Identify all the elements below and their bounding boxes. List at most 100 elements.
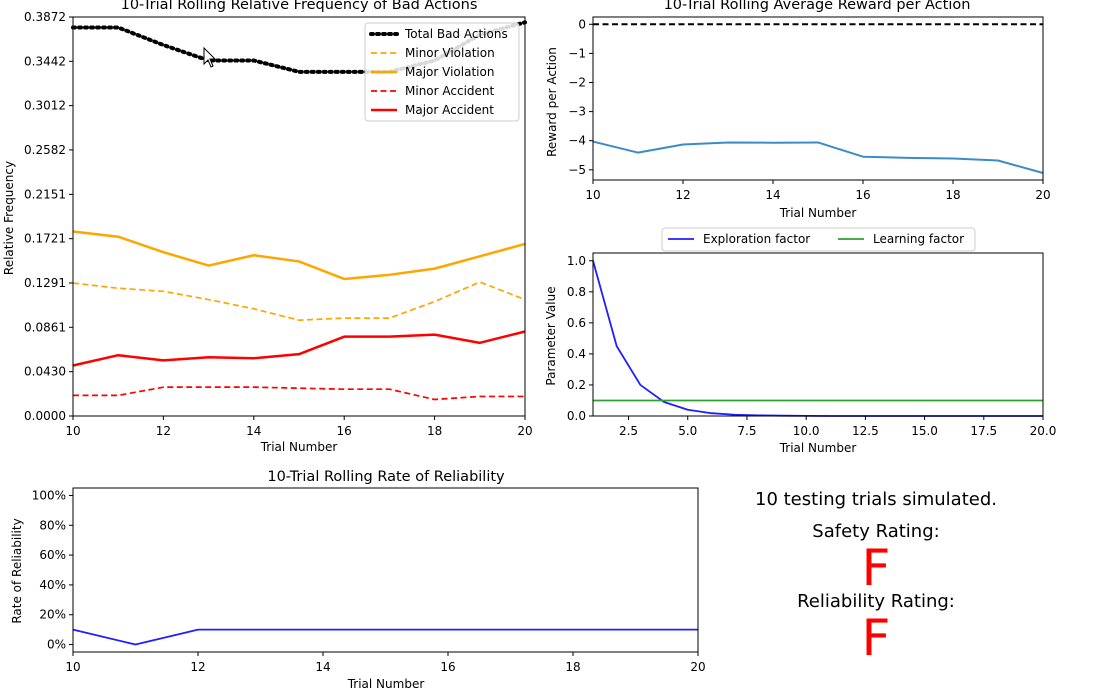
- reliability-xtick-label: 12: [190, 660, 205, 674]
- parameters-ytick-label: 0.8: [567, 285, 586, 299]
- bad-actions-series-major-accident: [72, 330, 526, 367]
- parameters-xtick-label: 2.5: [619, 424, 638, 438]
- reliability-title: 10-Trial Rolling Rate of Reliability: [267, 469, 505, 485]
- bad-actions-frame: [72, 16, 526, 417]
- bad-actions-ytick-label: 0.0861: [24, 320, 66, 334]
- legend-label: Exploration factor: [703, 232, 810, 246]
- bad-actions-legend-box: [364, 22, 520, 122]
- bad-actions-xtick-label: 14: [246, 424, 261, 438]
- reliability-ytick-label: 60%: [39, 548, 66, 562]
- parameters-legend: Exploration factor Learning factor: [661, 227, 976, 252]
- reward-chart: 10-Trial Rolling Average Reward per Acti…: [545, 0, 1051, 220]
- bad-actions-ytick-label: 0.0430: [24, 365, 66, 379]
- reliability-chart: 10-Trial Rolling Rate of Reliability Rat…: [10, 469, 706, 691]
- reward-xtick-label: 16: [855, 188, 870, 202]
- bad-actions-xtick-label: 20: [517, 424, 532, 438]
- parameters-ytick-label: 0.0: [567, 409, 586, 423]
- parameters-ytick-label: 0.2: [567, 378, 586, 392]
- parameters-xtick-label: 17.5: [970, 424, 997, 438]
- legend-label: Minor Accident: [405, 84, 495, 98]
- parameters-ytick-label: 0.4: [567, 347, 586, 361]
- bad-actions-ytick-label: 0.0000: [24, 409, 66, 423]
- legend-label: Learning factor: [873, 232, 964, 246]
- reward-title: 10-Trial Rolling Average Reward per Acti…: [664, 0, 971, 13]
- reward-axes: 10 12 14 16 18 20 0 −1 −2 −3 −4 −5: [568, 17, 1050, 202]
- bad-actions-xlabel: Trial Number: [260, 440, 338, 454]
- parameters-xtick-label: 10.0: [793, 424, 820, 438]
- bad-actions-series-minor-accident: [73, 386, 525, 401]
- ratings-summary: 10 testing trials simulated. Safety Rati…: [755, 489, 997, 667]
- bad-actions-legend: Total Bad Actions Minor Violation Major Vi…: [364, 22, 520, 122]
- parameters-frame: [592, 252, 1044, 417]
- bad-actions-series-minor-violation: [72, 281, 526, 322]
- parameters-legend-box: [661, 227, 976, 252]
- bad-actions-xtick-label: 18: [427, 424, 442, 438]
- reliability-xlabel: Trial Number: [347, 677, 425, 691]
- parameters-ylabel: Parameter Value: [544, 286, 558, 385]
- bad-actions-xtick-label: 10: [65, 424, 80, 438]
- reward-ytick-label: −3: [568, 105, 586, 119]
- reliability-plot-area: [72, 628, 698, 646]
- bad-actions-ytick-label: 0.1721: [24, 232, 66, 246]
- safety-rating-grade: F: [862, 539, 891, 597]
- reward-ytick-label: −2: [568, 75, 586, 89]
- legend-label: Major Violation: [405, 65, 494, 79]
- reliability-ytick-label: 0%: [47, 638, 66, 652]
- parameters-plot-area: [592, 260, 1043, 417]
- reward-xtick-label: 18: [945, 188, 960, 202]
- parameters-xtick-label: 15.0: [911, 424, 938, 438]
- reward-ytick-label: −1: [568, 46, 586, 60]
- bad-actions-ytick-label: 0.3872: [24, 10, 66, 24]
- reward-xtick-label: 12: [675, 188, 690, 202]
- reward-xlabel: Trial Number: [779, 206, 857, 220]
- reliability-rating-grade: F: [862, 609, 891, 667]
- parameters-xtick-label: 12.5: [852, 424, 879, 438]
- reward-ytick-label: −5: [568, 163, 586, 177]
- legend-label: Total Bad Actions: [404, 27, 508, 41]
- reliability-ytick-label: 20%: [39, 608, 66, 622]
- reward-series-average-reward: [592, 140, 1044, 174]
- bad-actions-series-major-violation: [72, 230, 526, 281]
- reliability-axes: 10 12 14 16 18 20 0% 20% 40% 60% 80% 100%: [32, 488, 706, 674]
- parameters-axes: 2.5 5.0 7.5 10.0 12.5 15.0 17.5 20.0 0.0 0.2 0.4 0.…: [567, 254, 1056, 438]
- bad-actions-ylabel: Relative Frequency: [2, 161, 16, 275]
- bad-actions-chart: 10-Trial Rolling Relative Frequency of B…: [2, 0, 533, 454]
- bad-actions-xtick-label: 12: [156, 424, 171, 438]
- bad-actions-axes: 10 12 14 16 18 20 0.0000 0.0430 0.0861 0.1291 0.17…: [24, 10, 533, 438]
- safety-rating-label: Safety Rating:: [812, 521, 939, 542]
- parameters-series-exploration-factor: [592, 260, 1043, 417]
- parameters-xlabel: Trial Number: [779, 441, 857, 455]
- reliability-series-reliability: [72, 628, 698, 646]
- bad-actions-ytick-label: 0.3012: [24, 99, 66, 113]
- reliability-xtick-label: 16: [440, 660, 455, 674]
- mouse-cursor-icon: [203, 46, 217, 68]
- reliability-ytick-label: 100%: [32, 488, 66, 502]
- reliability-ytick-label: 80%: [39, 518, 66, 532]
- reward-xtick-label: 20: [1035, 188, 1050, 202]
- reliability-frame: [72, 487, 699, 653]
- trials-simulated-text: 10 testing trials simulated.: [755, 489, 997, 510]
- reward-ytick-label: −4: [568, 134, 586, 148]
- reliability-xtick-label: 14: [315, 660, 330, 674]
- reliability-xtick-label: 20: [690, 660, 705, 674]
- reward-xtick-label: 10: [585, 188, 600, 202]
- bad-actions-ytick-label: 0.1291: [24, 276, 66, 290]
- parameters-ytick-label: 1.0: [567, 254, 586, 268]
- reward-ytick-label: 0: [578, 17, 586, 31]
- bad-actions-xtick-label: 16: [337, 424, 352, 438]
- reliability-xtick-label: 10: [65, 660, 80, 674]
- reward-plot-area: [592, 23, 1044, 174]
- bad-actions-ytick-label: 0.2151: [24, 187, 66, 201]
- reward-xtick-label: 14: [765, 188, 780, 202]
- bad-actions-title: 10-Trial Rolling Relative Frequency of B…: [121, 0, 478, 13]
- reliability-rating-label: Reliability Rating:: [797, 591, 955, 612]
- reliability-ytick-label: 40%: [39, 578, 66, 592]
- parameters-xtick-label: 7.5: [737, 424, 756, 438]
- parameters-ytick-label: 0.6: [567, 316, 586, 330]
- reliability-ylabel: Rate of Reliability: [10, 518, 24, 623]
- parameters-chart: Parameter Value Trial Number 2.5 5.0 7.5 10…: [544, 227, 1056, 455]
- reliability-xtick-label: 18: [565, 660, 580, 674]
- reward-ylabel: Reward per Action: [545, 47, 559, 157]
- reward-frame: [592, 16, 1044, 181]
